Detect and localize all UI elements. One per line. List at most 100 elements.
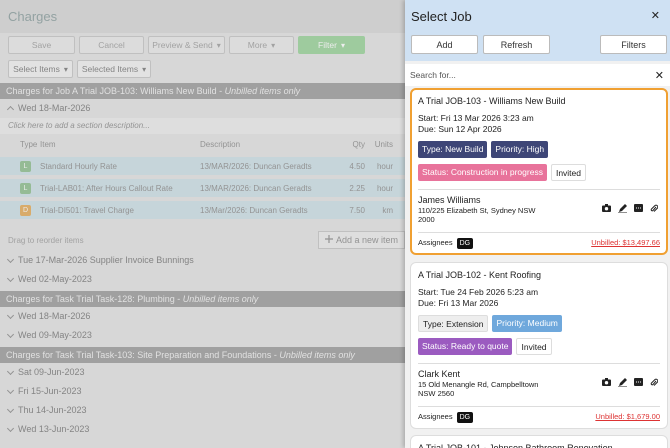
tag-list: Type: Extension Priority: Medium Status: R…	[418, 315, 638, 355]
drag-hint: Drag to reorder items	[8, 235, 84, 245]
unbilled-amount[interactable]: Unbilled: $1,679.00	[595, 412, 660, 421]
contact-name: James Williams	[418, 195, 481, 205]
job-card[interactable]: A Trial JOB-103 - Williams New Build Star…	[410, 88, 668, 255]
divider	[418, 232, 660, 233]
column-header: Qty	[352, 140, 365, 149]
job-tag: Type: New Build	[418, 141, 488, 158]
job-due: Due: Sun 12 Apr 2026	[418, 124, 502, 134]
dropdown-button[interactable]: Selected Items	[77, 60, 151, 78]
clear-icon[interactable]: ✕	[654, 70, 664, 82]
column-header: Units	[374, 140, 393, 149]
job-tag: Invited	[516, 338, 552, 355]
item-row[interactable]: L Trial-LAB01: After Hours Callout Rate 13…	[0, 179, 405, 197]
type-badge: D	[20, 204, 31, 216]
action-icons[interactable]	[602, 204, 658, 213]
section-header: Charges for Job A Trial JOB-103: William…	[0, 83, 405, 99]
job-title: A Trial JOB-102 - Kent Roofing	[418, 270, 542, 280]
job-due: Due: Fri 13 Mar 2026	[418, 298, 499, 308]
item-name: Standard Hourly Rate	[40, 161, 117, 171]
close-icon[interactable]: ✕	[650, 10, 660, 22]
toolbar-button[interactable]: Preview & Send	[148, 36, 225, 54]
plus-icon	[324, 235, 336, 245]
date-group[interactable]: Fri 15-Jun-2023	[0, 382, 405, 401]
add-item-button[interactable]: Add a new item	[317, 231, 405, 249]
divider	[418, 406, 660, 407]
panel-button[interactable]: Filters	[600, 35, 667, 54]
unbilled-amount[interactable]: Unbilled: $13,497.66	[591, 238, 660, 247]
date-group[interactable]: Sat 09-Jun-2023	[0, 363, 405, 382]
toolbar-button[interactable]: Cancel	[79, 36, 144, 54]
table-header: Type Item Description Qty Units	[0, 137, 405, 153]
type-cell: L	[8, 160, 40, 172]
toolbar-button[interactable]: More	[229, 36, 294, 54]
job-card[interactable]: A Trial JOB-102 - Kent Roofing Start: Tue…	[410, 262, 668, 429]
card-footer: Assignees DG Unbilled: $13,497.66	[418, 238, 660, 249]
tag-list: Type: New Build Priority: High Status: Con…	[418, 141, 638, 181]
assignee-badge: DG	[456, 412, 474, 423]
divider	[418, 189, 660, 190]
assignees: Assignees DG	[418, 412, 474, 423]
section-title: Charges for Task Trial Task-128: Plumbin…	[6, 294, 183, 304]
job-tag: Invited	[550, 164, 586, 181]
search-placeholder: Search for...	[410, 70, 456, 80]
date-group[interactable]: Wed 13-Jun-2023	[0, 420, 405, 439]
section-description[interactable]: Click here to add a section description.…	[0, 118, 405, 134]
add-item-label: Add a new item	[335, 235, 398, 245]
assignees-label: Assignees	[418, 238, 453, 247]
item-units: hour	[376, 183, 393, 193]
drag-row: Drag to reorder items Add a new item	[0, 229, 405, 251]
section-note: Unbilled items only	[224, 86, 301, 96]
item-description: 13/Mar/2026: Duncan Geradts	[200, 205, 308, 215]
panel-title: Select Job ✕	[405, 0, 670, 33]
column-header: Type	[20, 140, 38, 149]
contact-postcode: 2000	[418, 215, 435, 224]
contact-address: 15 Old Menangle Rd, Campbelltown	[418, 380, 539, 389]
item-row[interactable]: D Trial-DI501: Travel Charge 13/Mar/2026: …	[0, 201, 405, 219]
search-box[interactable]: Search for... ✕	[405, 64, 670, 86]
date-group[interactable]: Wed 18-Mar-2026	[0, 99, 405, 118]
date-group[interactable]: Wed 09-May-2023	[0, 326, 405, 345]
item-description: 13/MAR/2026: Duncan Geradts	[200, 161, 312, 171]
item-units: km	[382, 205, 393, 215]
section-title: Charges for Task Trial Task-103: Site Pr…	[6, 350, 280, 360]
job-tag: Status: Construction in progress	[418, 164, 547, 181]
type-cell: D	[8, 204, 40, 216]
card-footer: Assignees DG Unbilled: $1,679.00	[418, 412, 660, 423]
panel-title: Charges	[0, 0, 405, 33]
contact-name: Clark Kent	[418, 369, 461, 379]
section-note: Unbilled items only	[182, 294, 259, 304]
item-qty: 4.50	[349, 161, 365, 171]
toolbar-button[interactable]: Filter	[298, 36, 365, 54]
item-units: hour	[376, 161, 393, 171]
item-row[interactable]: L Standard Hourly Rate 13/MAR/2026: Duncan…	[0, 157, 405, 175]
job-card[interactable]: A Trial JOB-101 - Johnson Bathroom Renov…	[410, 435, 668, 448]
item-qty: 2.25	[349, 183, 365, 193]
date-group[interactable]: Thu 14-Jun-2023	[0, 401, 405, 420]
type-badge: L	[20, 182, 31, 194]
section-header: Charges for Task Trial Task-128: Plumbin…	[0, 291, 405, 307]
select-job-panel: Select Job ✕ Add Refresh Filters Search for..…	[405, 0, 670, 448]
job-start: Start: Tue 24 Feb 2026 5:23 am	[418, 287, 539, 297]
job-title: A Trial JOB-101 - Johnson Bathroom Renov…	[418, 443, 613, 448]
panel-button[interactable]: Add	[411, 35, 478, 54]
panel-button[interactable]: Refresh	[483, 35, 550, 54]
toolbar: Select ItemsSelected Items	[0, 57, 405, 81]
column-header: Description	[200, 140, 241, 149]
assignees: Assignees DG	[418, 238, 474, 249]
date-group[interactable]: Wed 18-Mar-2026	[0, 307, 405, 326]
job-tag: Status: Ready to quote	[418, 338, 513, 355]
job-start: Start: Fri 13 Mar 2026 3:23 am	[418, 113, 534, 123]
dropdown-button[interactable]: Select Items	[8, 60, 73, 78]
item-description: 13/MAR/2026: Duncan Geradts	[200, 183, 312, 193]
item-name: Trial-LAB01: After Hours Callout Rate	[40, 183, 173, 193]
section-note: Unbilled items only	[279, 350, 355, 360]
contact-postcode: NSW 2560	[418, 389, 455, 398]
column-header: Item	[40, 140, 56, 149]
contact: James Williams 110/225 Elizabeth St, Sydn…	[418, 195, 660, 224]
date-group[interactable]: Tue 17-Mar-2026 Supplier Invoice Bunning…	[0, 251, 405, 270]
toolbar-button[interactable]: Save	[8, 36, 75, 54]
action-icons[interactable]	[602, 378, 658, 387]
date-group[interactable]: Wed 02-May-2023	[0, 270, 405, 289]
